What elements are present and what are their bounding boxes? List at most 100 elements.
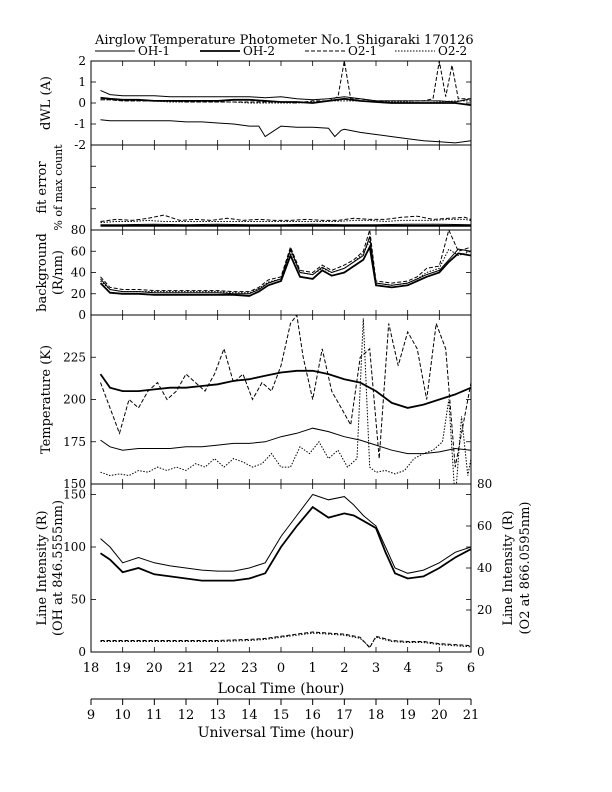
series-o2-2 [100,632,471,648]
panel-frame [90,314,472,485]
series-o2-2 [100,318,471,484]
series-oh-1 [100,223,471,226]
y-tick-label: 60 [71,244,86,258]
ut-tick-label: 14 [241,708,258,723]
y-tick-label: -2 [74,138,86,152]
universal-time-label: Universal Time (hour) [198,725,355,741]
local-tick-label: 22 [209,661,226,676]
series-o2-2 [100,238,471,294]
series-oh-2 [99,244,471,297]
local-tick-label: 5 [435,661,443,676]
local-time-axis: 18 19 20 21 22 23 0 1 2 3 4 5 6 [83,661,475,676]
series-oh-1 [100,427,471,455]
y-tick-label: 50 [71,593,86,607]
panel-3: 0 20 40 60 80 background (R/nm) [35,223,472,322]
y-label: Temperature (K) [39,345,54,454]
y-tick-label: -1 [74,117,86,131]
local-time-label: Local Time (hour) [218,681,345,697]
local-tick-label: 2 [340,661,348,676]
legend-entry-oh-1: OH-1 [95,44,170,58]
series-oh-2 [100,96,471,106]
ut-tick-label: 20 [431,708,448,723]
y-tick-label: 150 [63,477,86,491]
y-right-tick-label: 40 [477,561,492,575]
y-tick-label: 0 [78,645,86,659]
legend-entry-oh-2: OH-2 [200,44,275,58]
panel-frame [90,229,472,316]
y-tick-label: 40 [71,266,86,280]
ut-tick-label: 18 [368,708,385,723]
ut-tick-label: 9 [87,708,95,723]
ut-tick-label: 21 [463,708,480,723]
series-o2-1 [100,61,471,104]
y-label: dWL (A) [39,76,54,130]
legend-entry-o2-1: O2-1 [305,44,377,58]
series-offset [100,119,471,144]
series-oh-2 [100,505,471,582]
chart-title: Airglow Temperature Photometer No.1 Shig… [94,33,474,48]
panels: -2 -1 0 1 2 dWL (A) fit error% of max count 0 20… [35,54,533,659]
y-label: (R/nm) [51,250,66,295]
series-oh-1 [100,89,471,103]
legend: OH-1 OH-2 O2-1 O2-2 [95,44,467,58]
ut-tick-label: 19 [399,708,416,723]
local-tick-label: 4 [404,661,412,676]
y-label: (OH at 846.5555nm) [51,500,66,636]
y-right-tick-label: 20 [477,603,492,617]
legend-label: OH-2 [243,44,275,58]
series-o2-1 [100,230,471,293]
series-o2-1 [100,315,471,468]
panel-2: fit error% of max count [35,144,472,231]
series-o2-2 [100,218,471,224]
ut-tick-label: 16 [304,708,321,723]
y-tick-label: 225 [63,350,86,364]
legend-label: O2-1 [348,44,377,58]
ut-tick-label: 11 [146,708,163,723]
y-tick-label: 175 [63,435,86,449]
y-right-label: (O2 at 866.0595nm) [518,501,533,634]
local-tick-label: 18 [83,661,100,676]
legend-label: OH-1 [138,44,170,58]
local-tick-label: 6 [467,661,475,676]
panel-frame [90,144,472,231]
y-label: Line Intensity (R) [35,510,50,625]
y-label: % of max count [52,144,65,231]
y-right-tick-label: 0 [477,645,485,659]
y-tick-label: 150 [63,488,86,502]
y-tick-label: 80 [71,223,86,237]
legend-label: O2-2 [438,44,467,58]
local-tick-label: 1 [309,661,317,676]
y-label: fit error [35,161,50,214]
series-oh-2 [99,369,471,409]
y-right-label: Line Intensity (R) [501,510,516,625]
y-right-tick-label: 60 [477,519,492,533]
ut-tick-label: 15 [273,708,290,723]
series-o2-1 [100,214,471,222]
ut-tick-label: 17 [336,708,353,723]
universal-time-axis: 9 10 11 12 13 14 15 16 17 18 19 20 21 [87,698,480,723]
local-tick-label: 19 [114,661,131,676]
panel-1: -2 -1 0 1 2 dWL (A) [39,54,472,152]
y-tick-label: 2 [78,54,86,68]
local-tick-label: 20 [146,661,163,676]
series-o2-2 [100,99,471,104]
y-tick-label: 200 [63,393,86,407]
y-tick-label: 20 [71,287,86,301]
series-oh-1 [100,493,471,574]
y-tick-label: 0 [78,308,86,322]
ut-tick-label: 10 [114,708,131,723]
series-o2-1 [100,631,471,649]
local-tick-label: 21 [178,661,195,676]
local-tick-label: 23 [241,661,258,676]
ut-tick-label: 13 [209,708,226,723]
panel-4: 150 175 200 225 Temperature (K) [39,314,472,491]
panel-frame [90,483,472,653]
legend-entry-o2-2: O2-2 [395,44,467,58]
local-tick-label: 3 [372,661,380,676]
y-tick-label: 100 [63,540,86,554]
y-tick-label: 0 [78,96,86,110]
ut-tick-label: 12 [178,708,195,723]
y-label: background [35,233,50,312]
